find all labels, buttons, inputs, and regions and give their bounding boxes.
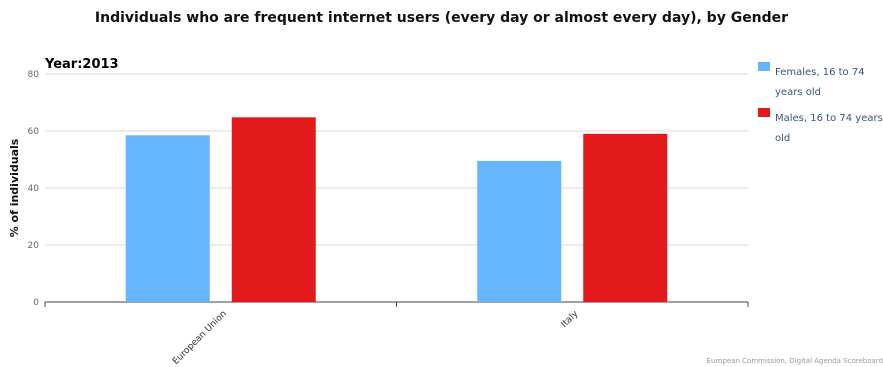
legend-item-males[interactable]: Males, 16 to 74 years old <box>758 106 883 146</box>
legend-label-females: Females, 16 to 74 years old <box>775 67 865 98</box>
bar <box>477 160 562 302</box>
y-tick-label: 0 <box>33 298 39 308</box>
bar <box>125 135 210 302</box>
legend: Females, 16 to 74 years old Males, 16 to… <box>758 60 883 152</box>
y-tick-label: 20 <box>28 241 40 251</box>
chart-subtitle-year: Year:2013 <box>45 57 119 72</box>
bar <box>231 117 316 302</box>
source-credit: European Commission, Digital Agenda Scor… <box>706 357 883 365</box>
x-tick-label: European Union <box>171 309 229 367</box>
y-tick-label: 80 <box>28 70 40 80</box>
chart-title: Individuals who are frequent internet us… <box>94 10 789 26</box>
y-axis-title: % of individuals <box>8 138 21 237</box>
legend-swatch-females <box>758 62 770 71</box>
y-tick-label: 40 <box>28 184 40 194</box>
legend-swatch-males <box>758 108 770 117</box>
legend-item-females[interactable]: Females, 16 to 74 years old <box>758 60 883 100</box>
bar <box>583 133 668 302</box>
y-tick-label: 60 <box>28 127 40 137</box>
legend-label-males: Males, 16 to 74 years old <box>775 113 883 144</box>
x-tick-label: Italy <box>559 309 580 330</box>
